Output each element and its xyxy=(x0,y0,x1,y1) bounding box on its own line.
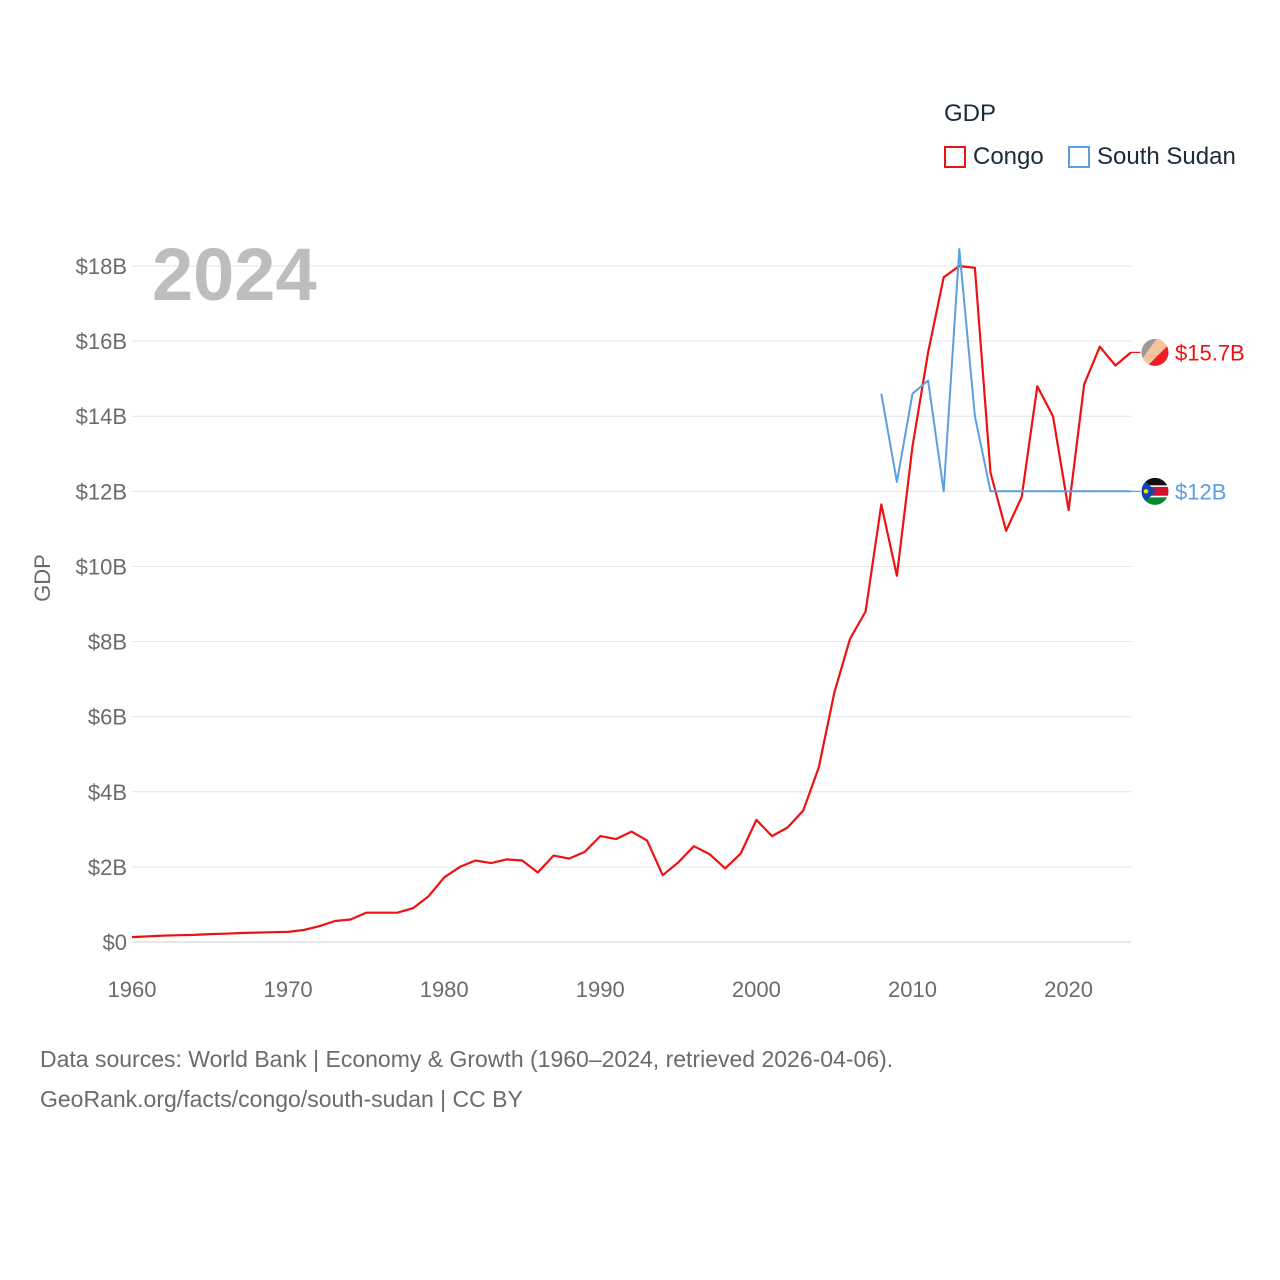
x-tick-label: 1980 xyxy=(420,977,469,1002)
y-tick-label: $10B xyxy=(76,554,127,579)
flag-icon-congo xyxy=(1140,337,1170,367)
legend-item-congo[interactable]: Congo xyxy=(944,143,1044,171)
y-axis: $0 $2B $4B $6B $8B $10B $12B $14B $16B $18B xyxy=(76,254,127,955)
x-tick-label: 2000 xyxy=(732,977,781,1002)
x-axis: 1960 1970 1980 1990 2000 2010 2020 xyxy=(108,977,1094,1002)
end-value-label-south-sudan: $12B xyxy=(1175,479,1226,504)
series-line-congo[interactable] xyxy=(131,264,1132,939)
y-tick-label: $4B xyxy=(88,780,127,805)
y-axis-label: GDP xyxy=(30,554,55,602)
source-line-1: Data sources: World Bank | Economy & Gro… xyxy=(40,1046,894,1072)
chart-gridlines xyxy=(132,265,1131,943)
series-line-south-sudan[interactable] xyxy=(880,248,1131,493)
x-tick-label: 2010 xyxy=(888,977,937,1002)
end-markers: $15.7B $12B xyxy=(1131,337,1245,506)
legend-label-south-sudan: South Sudan xyxy=(1097,143,1236,170)
x-tick-label: 1970 xyxy=(264,977,313,1002)
end-value-label-congo: $15.7B xyxy=(1175,340,1245,365)
legend-title: GDP xyxy=(944,100,997,127)
y-tick-label: $0 xyxy=(103,930,127,955)
legend-swatch-congo xyxy=(944,146,966,168)
y-tick-label: $16B xyxy=(76,329,127,354)
y-tick-label: $8B xyxy=(88,630,127,655)
x-tick-label: 2020 xyxy=(1044,977,1093,1002)
x-tick-label: 1960 xyxy=(108,977,157,1002)
source-line-2[interactable]: GeoRank.org/facts/congo/south-sudan | CC… xyxy=(40,1086,523,1112)
chart-series xyxy=(131,248,1132,939)
y-tick-label: $14B xyxy=(76,404,127,429)
y-tick-label: $6B xyxy=(88,705,127,730)
year-watermark: 2024 xyxy=(152,233,317,316)
y-tick-label: $12B xyxy=(76,479,127,504)
legend-label-congo: Congo xyxy=(973,143,1044,170)
y-tick-label: $2B xyxy=(88,855,127,880)
legend-item-south-sudan[interactable]: South Sudan xyxy=(1068,143,1236,171)
y-tick-label: $18B xyxy=(76,254,127,279)
x-tick-label: 1990 xyxy=(576,977,625,1002)
flag-icon-south-sudan xyxy=(1140,476,1170,506)
legend-swatch-south-sudan xyxy=(1068,146,1090,168)
